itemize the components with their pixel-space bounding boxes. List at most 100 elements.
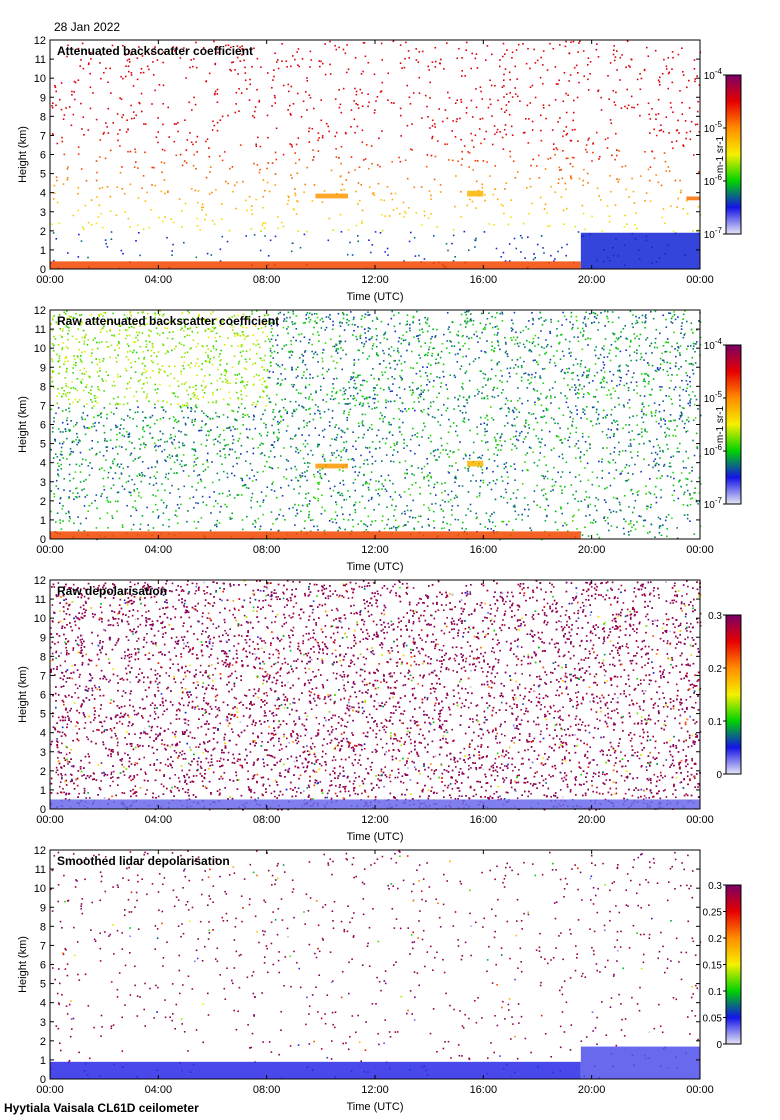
speckle [595,423,598,425]
speckle [94,337,96,340]
speckle [463,230,466,233]
speckle [426,319,429,321]
speckle [243,59,245,62]
speckle [380,42,383,45]
speckle [583,330,585,332]
speckle [150,330,152,333]
speckle [588,382,591,384]
speckle [262,196,264,198]
speckle [569,410,571,413]
speckle [271,467,274,470]
speckle [586,376,588,379]
speckle [111,44,114,47]
speckle [195,41,197,44]
speckle [647,374,649,376]
speckle [224,374,226,377]
speckle [133,489,135,491]
speckle [550,318,552,321]
speckle [337,529,339,532]
speckle [111,515,113,517]
speckle [134,371,137,373]
speckle [578,384,581,387]
speckle [444,143,446,145]
speckle [689,493,691,495]
speckle [682,313,685,316]
data-feature [467,190,484,197]
speckle [289,351,291,353]
speckle [607,75,609,77]
speckle [187,364,190,366]
speckle [674,179,677,182]
speckle [404,408,406,410]
speckle [54,440,57,442]
speckle [624,165,627,167]
speckle [80,314,83,316]
speckle [274,52,276,55]
speckle [251,65,253,68]
speckle [691,470,693,472]
speckle [332,387,335,389]
speckle [188,386,191,389]
speckle [284,409,287,411]
speckle [529,67,531,70]
speckle [61,336,63,338]
speckle [408,327,411,329]
speckle [126,402,129,405]
speckle [676,447,679,449]
speckle [61,421,64,424]
speckle [594,312,597,315]
speckle [613,333,616,335]
speckle [484,373,487,376]
speckle [446,407,449,409]
speckle [273,75,275,78]
speckle [362,402,365,405]
speckle [129,416,131,419]
speckle [87,256,89,259]
speckle [226,379,229,382]
speckle [136,488,139,490]
speckle [141,436,144,438]
speckle [231,517,233,520]
speckle [570,177,573,180]
speckle [613,49,615,51]
speckle [133,326,135,329]
speckle [368,239,370,241]
speckle [686,430,689,432]
speckle [88,62,90,64]
speckle [427,378,429,381]
speckle [170,468,172,470]
speckle [215,318,217,320]
speckle [294,192,296,195]
speckle [679,416,682,418]
speckle [138,46,140,48]
speckle [486,467,488,469]
speckle [172,46,175,48]
speckle [335,439,337,441]
speckle [116,344,119,346]
speckle [164,441,166,443]
speckle [339,213,342,216]
speckle [280,383,282,385]
speckle [510,337,512,339]
speckle [654,49,657,52]
speckle [370,423,373,426]
speckle [355,224,358,227]
speckle [72,214,75,217]
speckle [219,359,221,362]
speckle [420,186,423,188]
speckle [237,397,240,399]
speckle [565,188,567,191]
speckle [522,329,524,332]
speckle [195,167,197,170]
speckle [615,132,617,135]
speckle [165,460,167,462]
speckle [62,431,64,433]
speckle [91,361,93,364]
speckle [68,391,71,394]
speckle [292,336,295,339]
speckle [564,437,566,440]
speckle [126,119,128,121]
speckle [367,61,370,64]
speckle [290,343,293,346]
speckle [312,149,314,151]
